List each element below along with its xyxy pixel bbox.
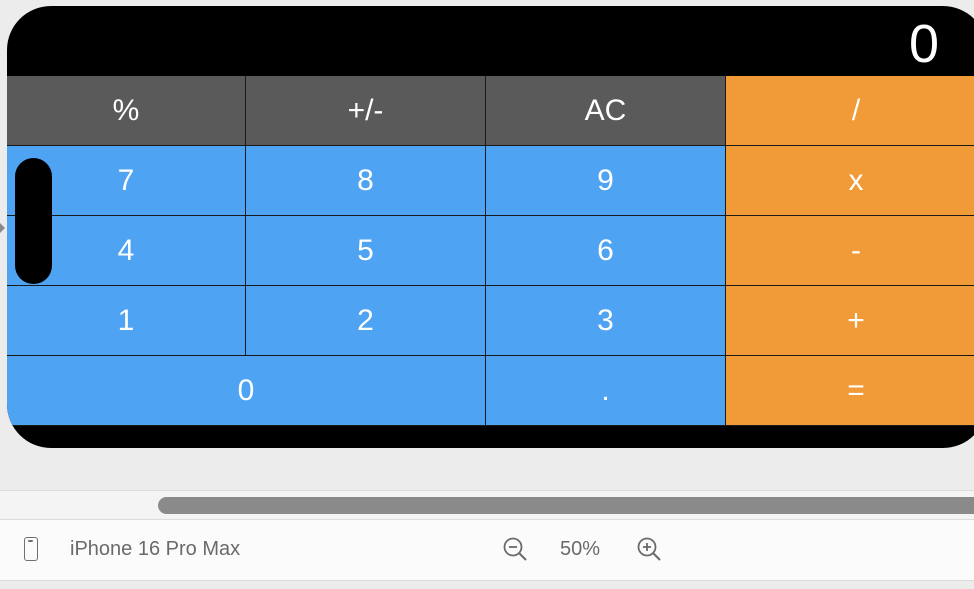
side-handle-icon bbox=[0, 223, 5, 233]
key-3[interactable]: 3 bbox=[486, 286, 726, 356]
device-name[interactable]: iPhone 16 Pro Max bbox=[70, 538, 241, 560]
device-frame: 0 % +/- AC / 7 8 9 x 4 5 6 - 1 2 3 + 0 . bbox=[7, 6, 974, 448]
key-8[interactable]: 8 bbox=[246, 146, 486, 216]
key-0[interactable]: 0 bbox=[7, 356, 486, 426]
display-value: 0 bbox=[908, 14, 939, 74]
key-add[interactable]: + bbox=[726, 286, 974, 356]
key-6[interactable]: 6 bbox=[486, 216, 726, 286]
zoom-level: 50% bbox=[560, 538, 601, 560]
window-bottom-edge bbox=[0, 580, 974, 589]
key-9[interactable]: 9 bbox=[486, 146, 726, 216]
preview-canvas: 0 % +/- AC / 7 8 9 x 4 5 6 - 1 2 3 + 0 . bbox=[0, 6, 974, 448]
key-2[interactable]: 2 bbox=[246, 286, 486, 356]
zoom-in-icon[interactable] bbox=[636, 536, 662, 562]
key-decimal[interactable]: . bbox=[486, 356, 726, 426]
preview-toolbar: iPhone 16 Pro Max 50% bbox=[0, 519, 974, 582]
key-equals[interactable]: = bbox=[726, 356, 974, 426]
key-1[interactable]: 1 bbox=[7, 286, 246, 356]
key-all-clear[interactable]: AC bbox=[486, 76, 726, 146]
keypad: % +/- AC / 7 8 9 x 4 5 6 - 1 2 3 + 0 . = bbox=[7, 76, 974, 426]
horizontal-scrollbar-thumb[interactable] bbox=[158, 497, 974, 514]
phone-icon[interactable] bbox=[24, 537, 38, 561]
key-multiply[interactable]: x bbox=[726, 146, 974, 216]
key-subtract[interactable]: - bbox=[726, 216, 974, 286]
key-5[interactable]: 5 bbox=[246, 216, 486, 286]
calculator-display: 0 bbox=[7, 6, 974, 76]
dynamic-island bbox=[15, 158, 52, 284]
key-plus-minus[interactable]: +/- bbox=[246, 76, 486, 146]
key-divide[interactable]: / bbox=[726, 76, 974, 146]
key-percent[interactable]: % bbox=[7, 76, 246, 146]
zoom-out-icon[interactable] bbox=[502, 536, 528, 562]
